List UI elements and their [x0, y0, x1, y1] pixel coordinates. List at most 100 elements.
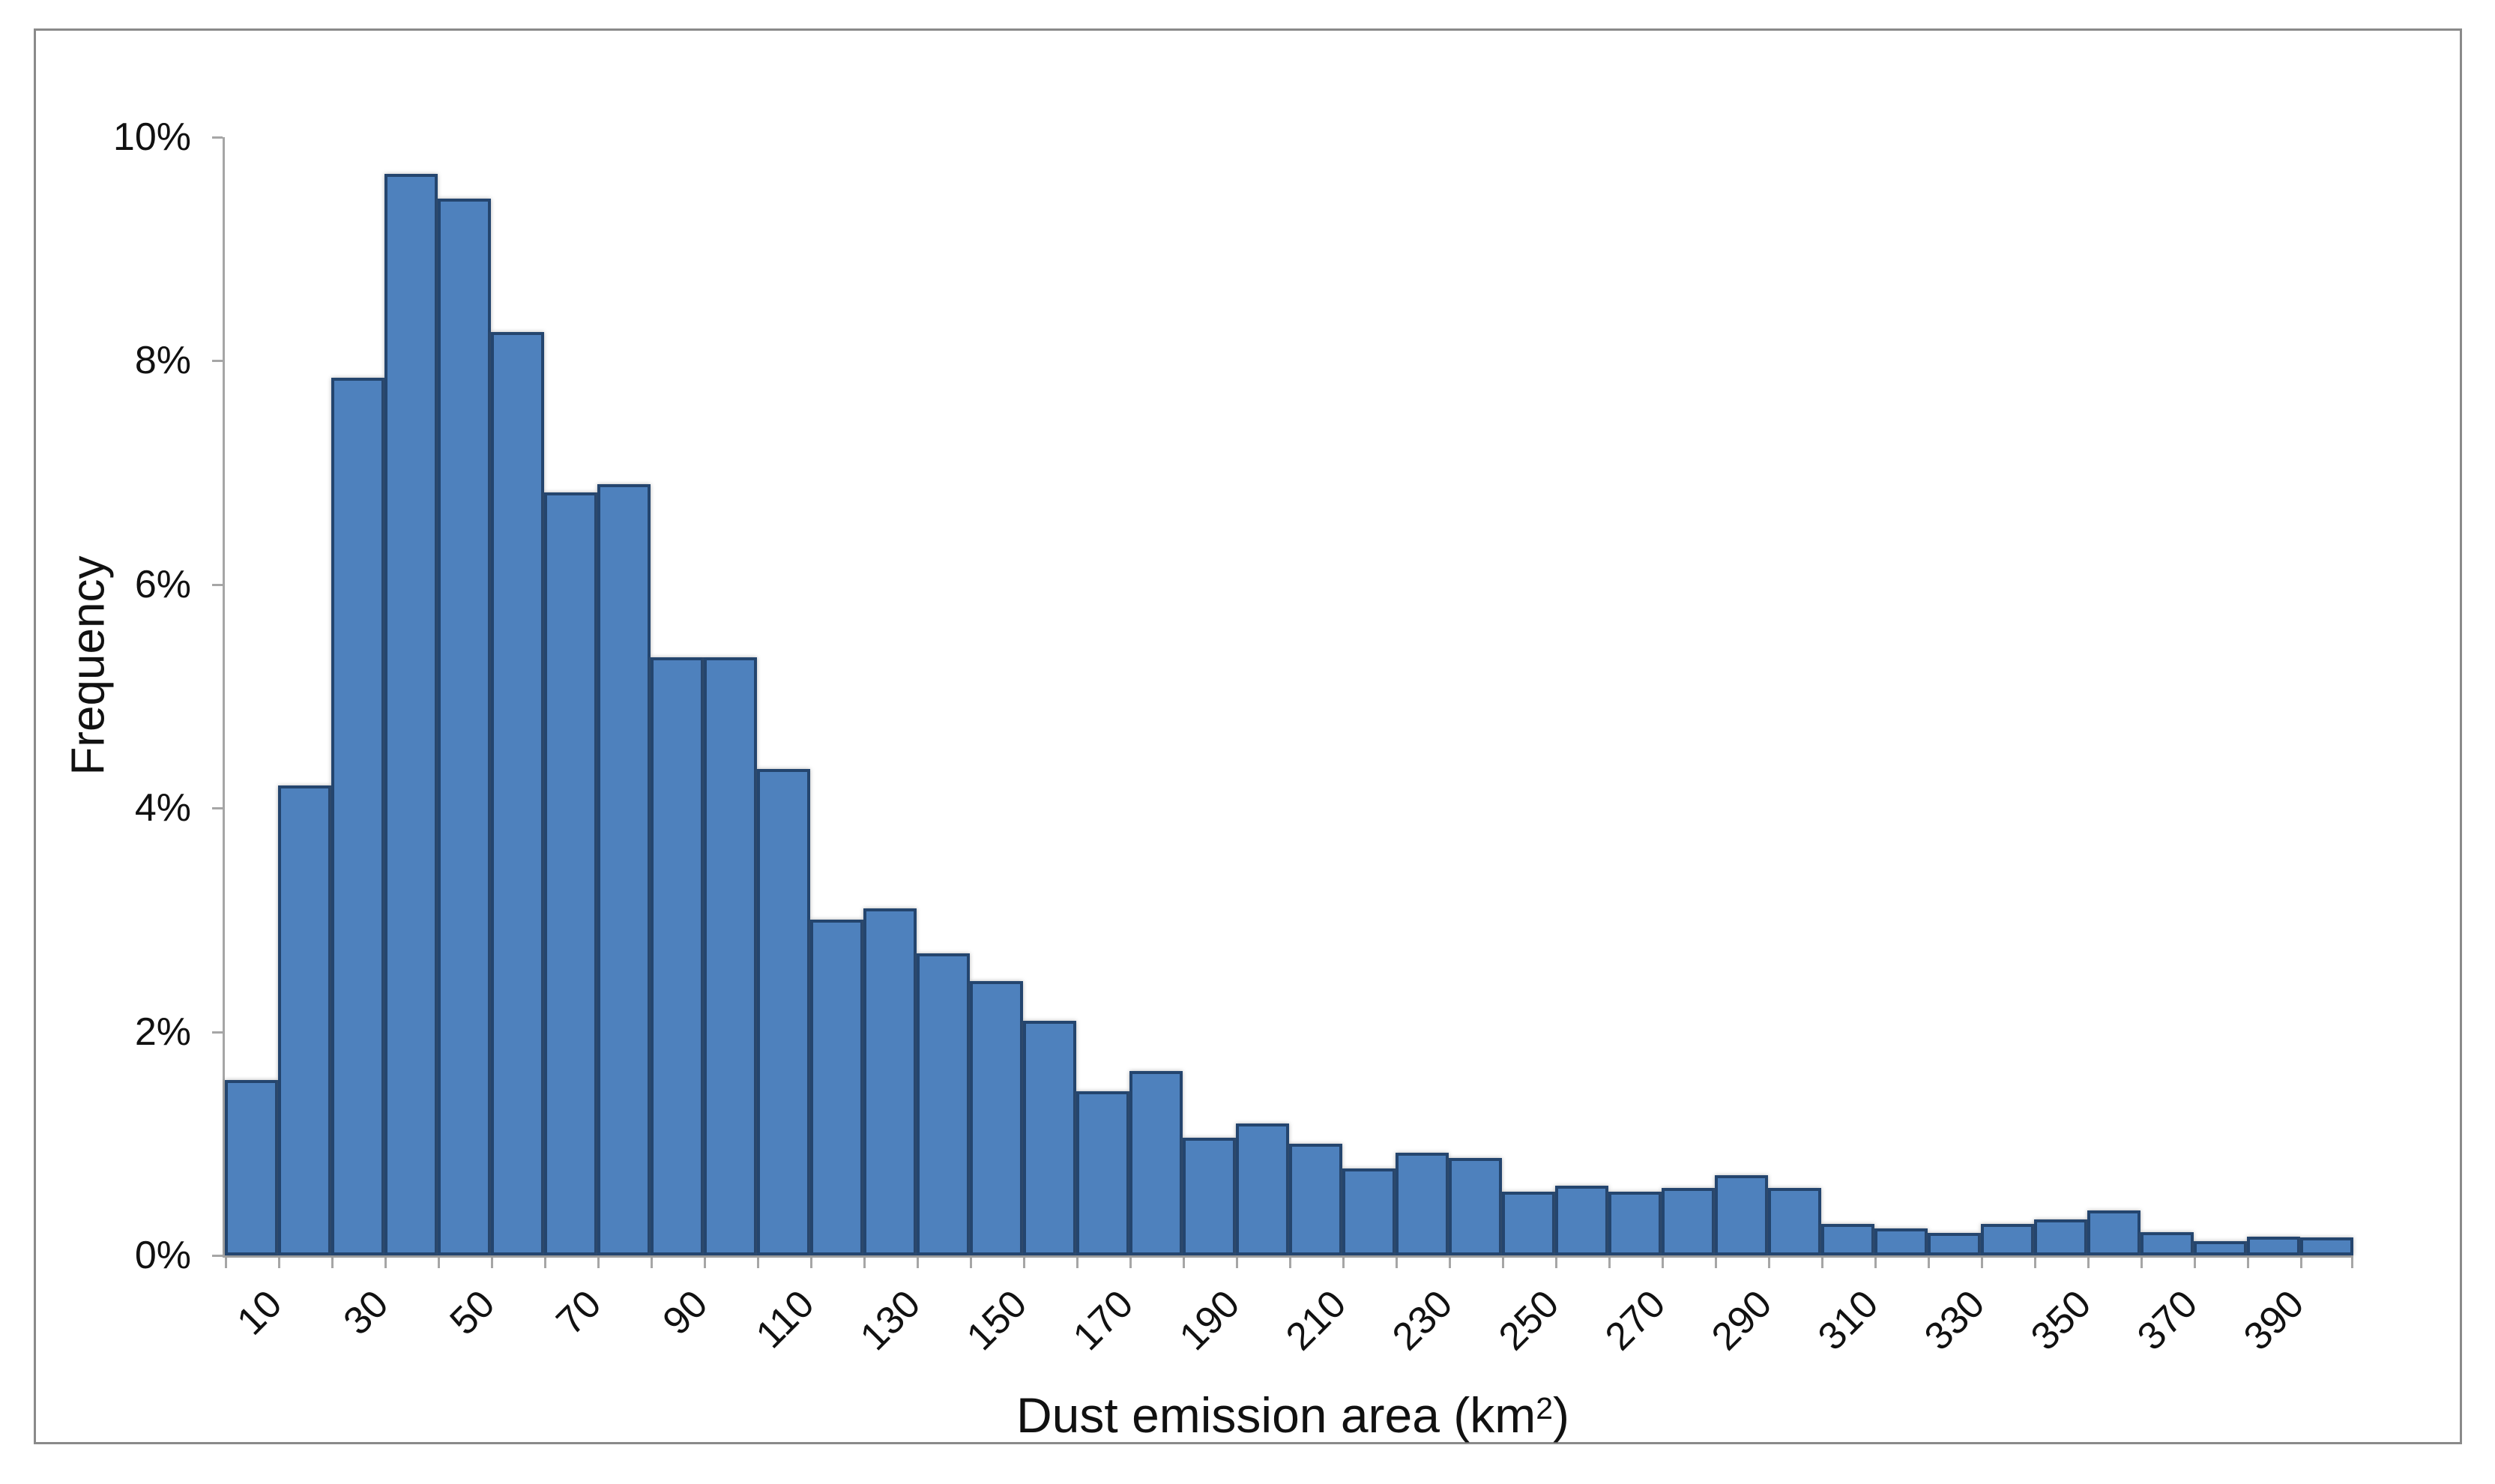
histogram-bar — [757, 768, 810, 1255]
x-axis-tick — [1342, 1255, 1345, 1268]
x-axis-tick — [863, 1255, 866, 1268]
histogram-bar — [1608, 1191, 1662, 1255]
histogram-bar — [1555, 1186, 1608, 1255]
y-axis-tick — [212, 807, 223, 810]
histogram-bar — [2194, 1240, 2247, 1255]
y-axis-tick-label: 0% — [134, 1234, 191, 1277]
y-axis-tick — [212, 1031, 223, 1034]
x-axis-tick — [1821, 1255, 1823, 1268]
histogram-bar — [1289, 1143, 1342, 1255]
x-axis-tick — [1396, 1255, 1398, 1268]
x-axis-tick — [1715, 1255, 1717, 1268]
histogram-bar — [1023, 1020, 1076, 1255]
histogram-bar — [1662, 1188, 1715, 1255]
x-axis-tick — [2034, 1255, 2036, 1268]
histogram-bar — [1449, 1158, 1502, 1255]
histogram-bar — [1874, 1228, 1928, 1255]
histogram-bar — [1928, 1233, 1981, 1255]
y-axis-tick-label: 2% — [134, 1010, 191, 1054]
histogram-bar — [2247, 1236, 2300, 1255]
x-axis-tick — [651, 1255, 653, 1268]
x-axis-tick — [1183, 1255, 1185, 1268]
histogram-bar — [597, 483, 651, 1255]
x-axis-title-text: Dust emission area (km — [1016, 1387, 1536, 1443]
histogram-bar — [1342, 1168, 1396, 1255]
x-axis-title-superscript: 2 — [1536, 1390, 1553, 1426]
histogram-bar — [278, 785, 331, 1255]
histogram-bar — [1183, 1138, 1236, 1255]
x-axis-tick — [1874, 1255, 1877, 1268]
x-axis-title: Dust emission area (km2) — [1016, 1387, 1569, 1444]
x-axis-tick — [1449, 1255, 1451, 1268]
histogram-bar — [2087, 1210, 2140, 1255]
y-axis-tick — [212, 360, 223, 363]
histogram-bar — [1076, 1091, 1129, 1255]
x-axis-tick — [2351, 1255, 2353, 1268]
x-axis-tick — [1289, 1255, 1291, 1268]
histogram-bar — [1502, 1191, 1555, 1255]
x-axis-tick — [1076, 1255, 1078, 1268]
histogram-bar — [225, 1079, 278, 1255]
y-axis-tick-label: 10% — [112, 115, 191, 159]
x-axis-tick — [2194, 1255, 2196, 1268]
histogram-bar — [917, 953, 970, 1255]
x-axis-tick — [757, 1255, 759, 1268]
histogram-bar — [2034, 1219, 2087, 1255]
histogram-bar — [1129, 1070, 1183, 1255]
histogram-bar — [704, 657, 757, 1255]
y-axis-line — [223, 137, 225, 1258]
x-axis-tick — [1662, 1255, 1664, 1268]
x-axis-tick — [810, 1255, 812, 1268]
x-axis-tick — [2300, 1255, 2302, 1268]
x-axis-tick — [1608, 1255, 1611, 1268]
x-axis-tick — [1129, 1255, 1132, 1268]
y-axis-tick-label: 6% — [134, 562, 191, 606]
y-axis-tick-label: 4% — [134, 786, 191, 830]
x-axis-tick — [2087, 1255, 2090, 1268]
x-axis-tick — [544, 1255, 546, 1268]
x-axis-tick — [1928, 1255, 1930, 1268]
histogram-bar — [810, 920, 863, 1255]
x-axis-tick — [970, 1255, 972, 1268]
histogram-bar — [1768, 1188, 1821, 1255]
x-axis-line — [223, 1255, 2353, 1258]
histogram-bar — [2300, 1237, 2353, 1255]
x-axis-tick — [438, 1255, 440, 1268]
x-axis-tick — [384, 1255, 387, 1268]
x-axis-tick — [704, 1255, 706, 1268]
x-axis-tick — [2247, 1255, 2249, 1268]
x-axis-tick — [225, 1255, 227, 1268]
x-axis-title-close-paren: ) — [1552, 1387, 1569, 1443]
x-axis-tick — [331, 1255, 334, 1268]
x-axis-tick — [597, 1255, 600, 1268]
histogram-bar — [2140, 1231, 2194, 1255]
x-axis-tick — [1502, 1255, 1504, 1268]
x-axis-tick — [1768, 1255, 1770, 1268]
x-axis-tick — [1236, 1255, 1238, 1268]
histogram-bar — [331, 377, 384, 1255]
x-axis-tick — [2140, 1255, 2143, 1268]
x-axis-tick — [1981, 1255, 1983, 1268]
histogram-bar — [1981, 1224, 2034, 1255]
histogram-bar — [1236, 1123, 1289, 1255]
x-axis-tick — [1023, 1255, 1025, 1268]
x-axis-tick — [1555, 1255, 1557, 1268]
histogram-bar — [970, 981, 1023, 1255]
y-axis-tick — [212, 583, 223, 586]
histogram-bar — [491, 331, 544, 1255]
histogram-bar — [544, 492, 597, 1255]
histogram-bar — [1821, 1224, 1874, 1255]
y-axis-title: Frequency — [62, 555, 115, 776]
histogram-bar — [384, 174, 438, 1255]
histogram-bar — [651, 657, 704, 1255]
x-axis-tick — [491, 1255, 493, 1268]
x-axis-tick — [917, 1255, 919, 1268]
histogram-bar — [863, 908, 917, 1255]
x-axis-tick — [278, 1255, 280, 1268]
y-axis-tick — [212, 1255, 223, 1257]
y-axis-tick — [212, 136, 223, 139]
y-axis-tick-label: 8% — [134, 339, 191, 383]
histogram-bar — [1715, 1174, 1768, 1255]
histogram-bar — [1396, 1152, 1449, 1255]
